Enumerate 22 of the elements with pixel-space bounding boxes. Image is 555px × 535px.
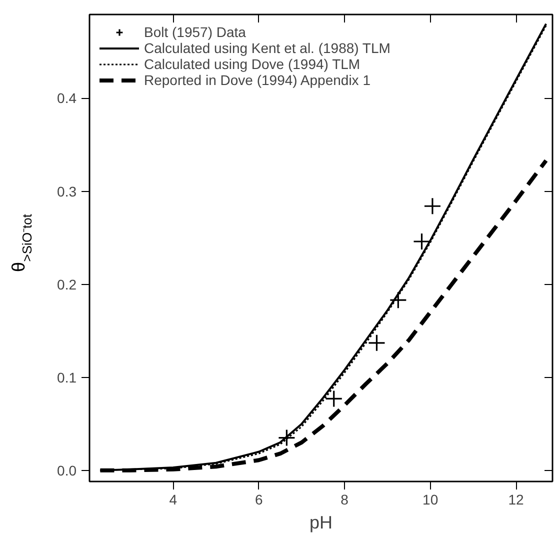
y-tick-label: 0.0: [57, 462, 77, 478]
point: [368, 334, 386, 352]
point: [325, 390, 343, 408]
point: [389, 291, 407, 309]
x-tick-label: 4: [169, 492, 178, 508]
legend-label: Calculated using Dove (1994) TLM: [144, 56, 360, 72]
y-axis-title: θ>SiO⁻tot: [8, 214, 34, 272]
legend-label: Calculated using Kent et al. (1988) TLM: [144, 40, 390, 56]
y-tick-label: 0.1: [57, 369, 77, 386]
x-tick-label: 10: [422, 492, 438, 508]
legend-label: Reported in Dove (1994) Appendix 1: [144, 72, 370, 88]
y-tick-label: 0.2: [57, 276, 77, 292]
x-tick-label: 12: [508, 492, 524, 508]
legend-label: Bolt (1957) Data: [144, 24, 246, 40]
y-tick-label: 0.4: [57, 90, 77, 106]
point: [412, 232, 431, 250]
x-axis-title: pH: [309, 512, 333, 532]
x-tick-label: 8: [340, 492, 349, 508]
point: [424, 197, 442, 215]
x-tick-label: 6: [254, 492, 263, 508]
point: [278, 428, 296, 447]
y-tick-label: 0.3: [57, 183, 77, 200]
